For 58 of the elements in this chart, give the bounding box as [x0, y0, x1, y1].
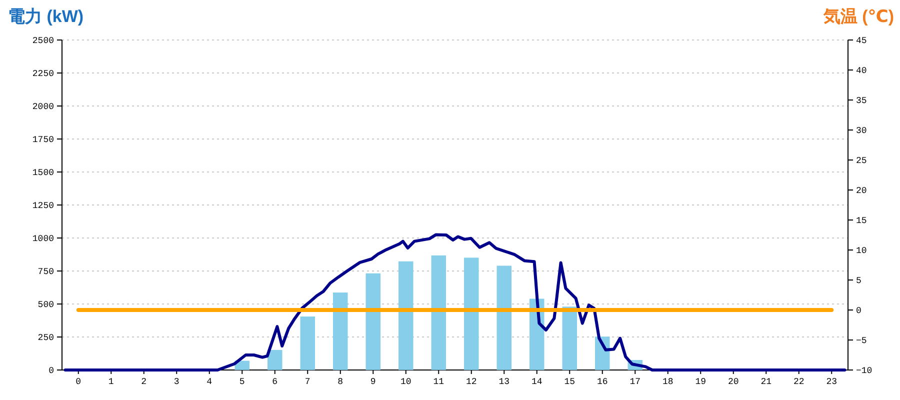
- x-tick-label: 8: [338, 377, 344, 387]
- x-tick-label: 0: [76, 377, 82, 387]
- x-tick-label: 14: [531, 377, 542, 387]
- x-tick-label: 19: [695, 377, 706, 387]
- y-tick-label: 250: [38, 333, 54, 343]
- x-tick-label: 2: [141, 377, 147, 387]
- x-tick-label: 6: [272, 377, 278, 387]
- y-axis-title: 電力 (kW): [8, 7, 84, 26]
- y2-axis-title: 気温 (℃): [822, 7, 894, 26]
- y2-tick-label: −10: [856, 366, 872, 376]
- x-tick-label: 10: [400, 377, 412, 387]
- x-tick-label: 7: [304, 377, 310, 387]
- x-tick-label: 4: [206, 377, 212, 387]
- x-tick-label: 16: [596, 377, 608, 387]
- x-tick-label: 5: [239, 377, 245, 387]
- x-tick-label: 9: [370, 377, 376, 387]
- x-tick-label: 12: [466, 377, 477, 387]
- y2-tick-label: 45: [856, 36, 867, 46]
- y2-tick-label: 5: [856, 276, 862, 286]
- y-tick-label: 2500: [32, 36, 54, 46]
- y2-tick-label: 10: [856, 246, 867, 256]
- x-tick-label: 20: [728, 377, 739, 387]
- y-tick-label: 500: [38, 300, 54, 310]
- y-tick-label: 1000: [32, 234, 54, 244]
- x-tick-label: 23: [826, 377, 838, 387]
- bar: [300, 316, 315, 370]
- bar: [431, 255, 446, 370]
- y-tick-label: 0: [48, 366, 54, 376]
- bar: [268, 350, 282, 370]
- y-tick-label: 750: [38, 267, 54, 277]
- y2-tick-label: 15: [856, 216, 867, 226]
- y2-tick-label: −5: [856, 336, 867, 346]
- y-tick-label: 2000: [32, 102, 54, 112]
- bar: [366, 273, 380, 370]
- x-tick-label: 15: [564, 377, 576, 387]
- x-tick-label: 1: [108, 377, 114, 387]
- bar: [464, 258, 479, 370]
- x-tick-label: 3: [174, 377, 180, 387]
- y2-tick-label: 35: [856, 96, 867, 106]
- y2-tick-label: 40: [856, 66, 867, 76]
- y2-tick-label: 30: [856, 126, 867, 136]
- x-tick-label: 22: [793, 377, 804, 387]
- x-tick-label: 21: [760, 377, 772, 387]
- y2-tick-label: 25: [856, 156, 867, 166]
- bar: [398, 261, 414, 370]
- y-tick-label: 1500: [32, 168, 54, 178]
- y2-tick-label: 20: [856, 186, 867, 196]
- x-tick-label: 17: [630, 377, 641, 387]
- y-tick-label: 1250: [32, 201, 54, 211]
- x-tick-label: 11: [433, 377, 444, 387]
- bar: [333, 292, 348, 370]
- y2-tick-label: 0: [856, 306, 862, 316]
- y-tick-label: 1750: [32, 135, 54, 145]
- x-tick-label: 13: [498, 377, 510, 387]
- x-tick-label: 18: [662, 377, 674, 387]
- bar: [496, 266, 512, 370]
- bar: [562, 306, 577, 370]
- y-tick-label: 2250: [32, 69, 54, 79]
